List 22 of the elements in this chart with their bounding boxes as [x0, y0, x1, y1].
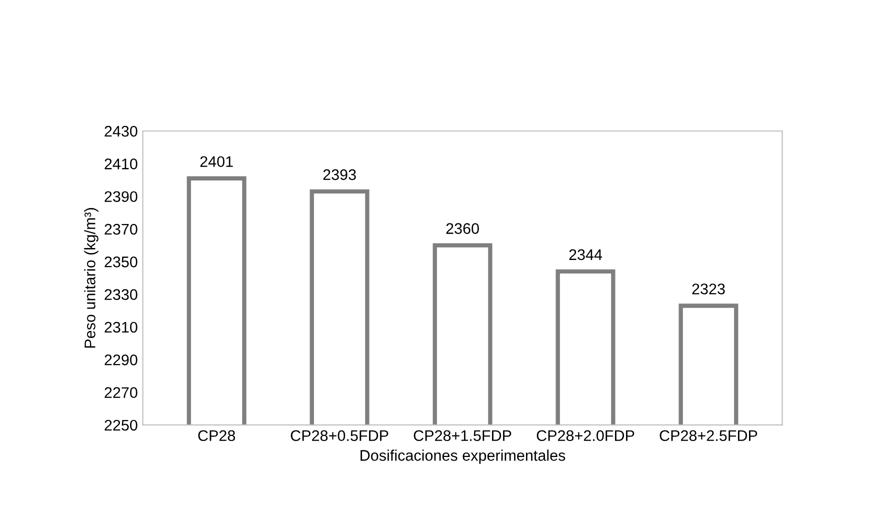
y-tick-label: 2310	[104, 322, 138, 333]
y-tick-label: 2410	[104, 158, 138, 170]
data-label: 2344	[569, 249, 602, 260]
data-label: 2401	[200, 156, 233, 168]
y-tick-label: 2290	[104, 354, 138, 366]
y-tick-label: 2430	[104, 126, 138, 137]
data-label: 2323	[692, 284, 725, 294]
y-axis-title: Peso unitario (kg/m³)	[84, 208, 98, 348]
x-tick-label: CP28	[198, 430, 236, 442]
x-tick-label: CP28+0.5FDP	[290, 430, 388, 442]
data-label: 2393	[323, 169, 356, 180]
y-tick-label: 2270	[104, 387, 138, 398]
y-tick-label: 2330	[104, 289, 138, 300]
y-tick-label: 2390	[104, 191, 138, 202]
data-label: 2360	[446, 223, 479, 234]
x-tick-label: CP28+1.5FDP	[414, 430, 512, 442]
y-tick-label: 2350	[104, 256, 138, 268]
x-axis-title: Dosificaciones experimentales	[360, 450, 566, 464]
x-tick-label: CP28+2.0FDP	[536, 430, 634, 442]
y-tick-label: 2370	[104, 224, 138, 235]
x-tick-label: CP28+2.5FDP	[660, 430, 758, 442]
y-tick-label: 2250	[104, 420, 138, 431]
